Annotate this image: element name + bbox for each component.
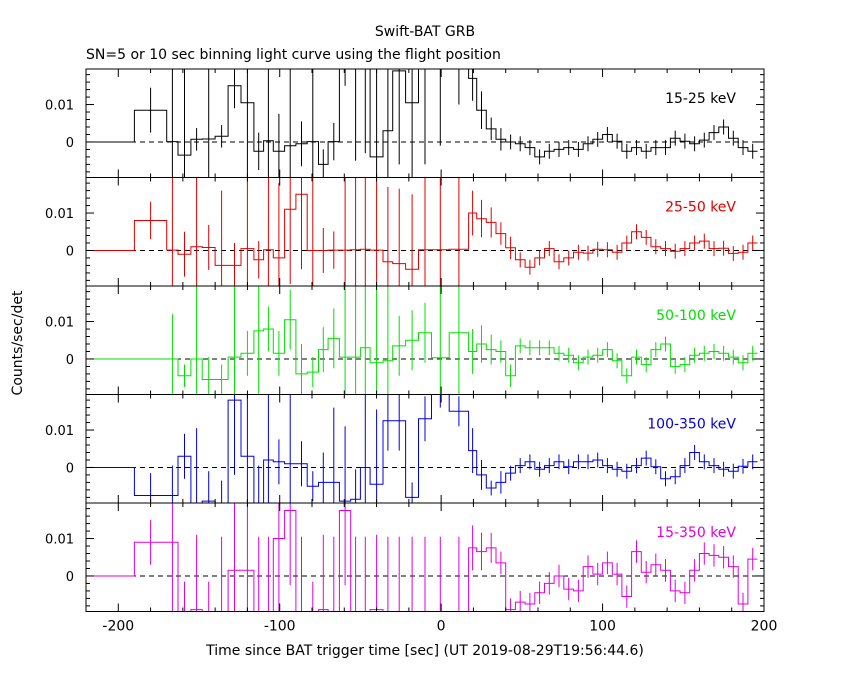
figure-title: Swift-BAT GRB bbox=[375, 24, 475, 40]
x-tick-label: -100 bbox=[264, 619, 296, 635]
panel-2: 0 0.01 25-50 keV bbox=[45, 177, 765, 287]
y-tick-label: 0.01 bbox=[45, 533, 74, 548]
band-label: 15-25 keV bbox=[665, 91, 736, 107]
panel-5: 0 0.01 15-350 keV bbox=[45, 502, 765, 612]
x-tick-label: 0 bbox=[437, 619, 446, 635]
y-tick-label: 0 bbox=[66, 461, 74, 476]
y-tick-label: 0.01 bbox=[45, 424, 74, 439]
y-tick-label: 0 bbox=[66, 353, 74, 368]
light-curve-line bbox=[86, 394, 758, 503]
panels-group: 0 0.01 15-25 keV 0 0.01 25-50 keV 0 0.01 50-100 … bbox=[45, 68, 778, 635]
y-tick-label: 0 bbox=[66, 570, 74, 585]
x-tick-label: 200 bbox=[751, 619, 778, 635]
y-tick-label: 0.01 bbox=[45, 207, 74, 222]
y-tick-label: 0.01 bbox=[45, 99, 74, 114]
band-label: 100-350 keV bbox=[647, 417, 736, 433]
x-tick-label: 100 bbox=[589, 619, 616, 635]
light-curve-line bbox=[86, 319, 758, 380]
panel-1: 0 0.01 15-25 keV bbox=[45, 68, 765, 178]
band-label: 25-50 keV bbox=[665, 200, 736, 216]
band-label: 15-350 keV bbox=[656, 525, 736, 541]
y-axis-label: Counts/sec/det bbox=[10, 290, 26, 395]
figure-subtitle: SN=5 or 10 sec binning light curve using… bbox=[86, 47, 501, 63]
panel-3: 0 0.01 50-100 keV bbox=[45, 285, 765, 395]
band-label: 50-100 keV bbox=[656, 308, 736, 324]
y-tick-label: 0 bbox=[66, 136, 74, 151]
panel-4: 0 0.01 100-350 keV bbox=[45, 394, 765, 504]
light-curve-line bbox=[86, 193, 758, 270]
x-axis-label: Time since BAT trigger time [sec] (UT 20… bbox=[205, 643, 644, 659]
y-tick-label: 0 bbox=[66, 244, 74, 259]
panel-frame bbox=[85, 502, 765, 612]
light-curve-line bbox=[86, 69, 758, 165]
y-tick-label: 0.01 bbox=[45, 316, 74, 331]
x-tick-label: -200 bbox=[102, 619, 134, 635]
